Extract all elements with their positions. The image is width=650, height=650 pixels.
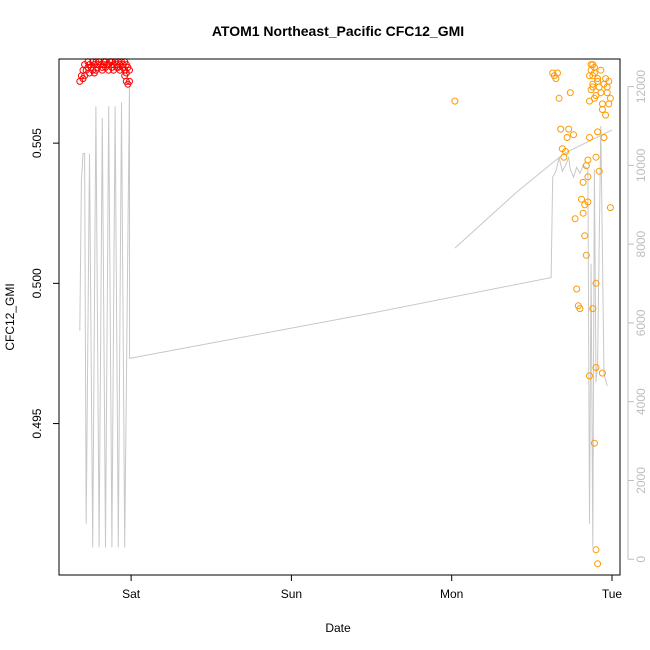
scatter-point-s1-15 xyxy=(573,285,581,293)
scatter-point-s1-36 xyxy=(600,134,608,141)
y-axis: 0.495 0.500 0.505 xyxy=(30,128,59,439)
y-axis-label: CFC12_GMI xyxy=(3,283,17,350)
scatter-point-s1-63 xyxy=(592,279,600,287)
x-axis: Sat Sun Mon Tue xyxy=(122,575,622,601)
y-tick-label-2: 0.505 xyxy=(30,128,44,158)
scatter-point-s1-30 xyxy=(592,153,600,161)
y2-tick-label-2: 4000 xyxy=(634,388,648,415)
scatter-point-s1-14 xyxy=(571,215,579,223)
scatter-point-s0-45 xyxy=(126,77,133,85)
scatter-point-s1-66 xyxy=(598,369,606,377)
scatter-point-s1-13 xyxy=(570,131,577,139)
scatter-point-s1-44 xyxy=(584,173,592,181)
scatter-point-s1-10 xyxy=(563,134,571,141)
scatter-point-s1-31 xyxy=(592,364,600,371)
scatter-point-s1-32 xyxy=(594,128,602,136)
scatter-point-s1-0 xyxy=(451,97,459,105)
y2-tick-label-0: 0 xyxy=(634,556,648,563)
scatter-point-s0-52 xyxy=(84,63,92,71)
y2-tick-label-3: 6000 xyxy=(634,309,648,336)
y2-tick-label-4: 8000 xyxy=(634,230,648,257)
scatter-point-s1-55 xyxy=(602,75,610,83)
x-tick-label-2: Mon xyxy=(440,587,463,601)
scatter-point-s1-65 xyxy=(592,546,600,554)
x-axis-label: Date xyxy=(325,621,351,635)
scatter-point-s1-17 xyxy=(576,305,584,313)
scatter-point-s1-18 xyxy=(578,195,585,203)
scatter-point-s1-23 xyxy=(586,134,593,141)
scatter-point-s1-57 xyxy=(605,100,613,108)
scatter-point-s1-20 xyxy=(581,232,589,240)
scatter-point-s1-61 xyxy=(589,305,597,313)
scatter-point-s1-58 xyxy=(606,204,614,212)
scatter-point-s0-33 xyxy=(90,69,98,77)
scatter-point-s1-67 xyxy=(587,66,595,74)
y-tick-label-0: 0.495 xyxy=(30,408,44,438)
scatter-point-s1-68 xyxy=(589,80,597,88)
scatter-point-s1-19 xyxy=(579,209,587,217)
scatter-point-s1-37 xyxy=(602,111,610,119)
altitude-line-segment-1 xyxy=(454,129,613,249)
scatter-point-s1-62 xyxy=(590,439,598,447)
scatter-point-s0-37 xyxy=(105,66,113,74)
scatter-point-s1-4 xyxy=(554,69,561,77)
scatter-point-s1-5 xyxy=(555,94,563,102)
scatter-point-s1-12 xyxy=(566,89,574,97)
scatter-point-s1-41 xyxy=(579,178,587,186)
chart-title: ATOM1 Northeast_Pacific CFC12_GMI xyxy=(212,23,464,39)
x-tick-label-1: Sun xyxy=(281,587,302,601)
y-tick-label-1: 0.500 xyxy=(30,268,44,298)
plot-frame xyxy=(58,58,621,576)
y2-axis: 0 2000 4000 6000 8000 10000 12000 xyxy=(627,70,648,563)
y2-tick-label-6: 12000 xyxy=(634,70,648,104)
scatter-point-s1-69 xyxy=(594,75,602,83)
scatter-point-s1-53 xyxy=(598,106,606,113)
y2-tick-label-1: 2000 xyxy=(634,467,648,494)
scatter-point-s1-6 xyxy=(557,125,565,133)
scatter-point-s1-34 xyxy=(597,66,605,74)
scatter-point-s1-64 xyxy=(594,560,602,568)
x-tick-label-3: Tue xyxy=(602,587,623,601)
y2-tick-label-5: 10000 xyxy=(634,148,648,182)
scatter-point-s1-33 xyxy=(595,167,603,175)
scatter-point-s1-43 xyxy=(582,251,590,259)
x-tick-label-0: Sat xyxy=(122,587,141,601)
scatter-point-s1-59 xyxy=(584,198,592,206)
scatter-point-s1-60 xyxy=(586,372,593,380)
scatter-point-s1-56 xyxy=(603,83,611,91)
scatter-point-s1-11 xyxy=(565,125,573,133)
scatter-point-s0-54 xyxy=(126,66,133,74)
scatter-point-s1-22 xyxy=(584,156,592,164)
scatter-point-s1-52 xyxy=(597,89,605,97)
scatter-point-s0-55 xyxy=(79,75,87,83)
scatter-point-s1-9 xyxy=(562,148,569,155)
